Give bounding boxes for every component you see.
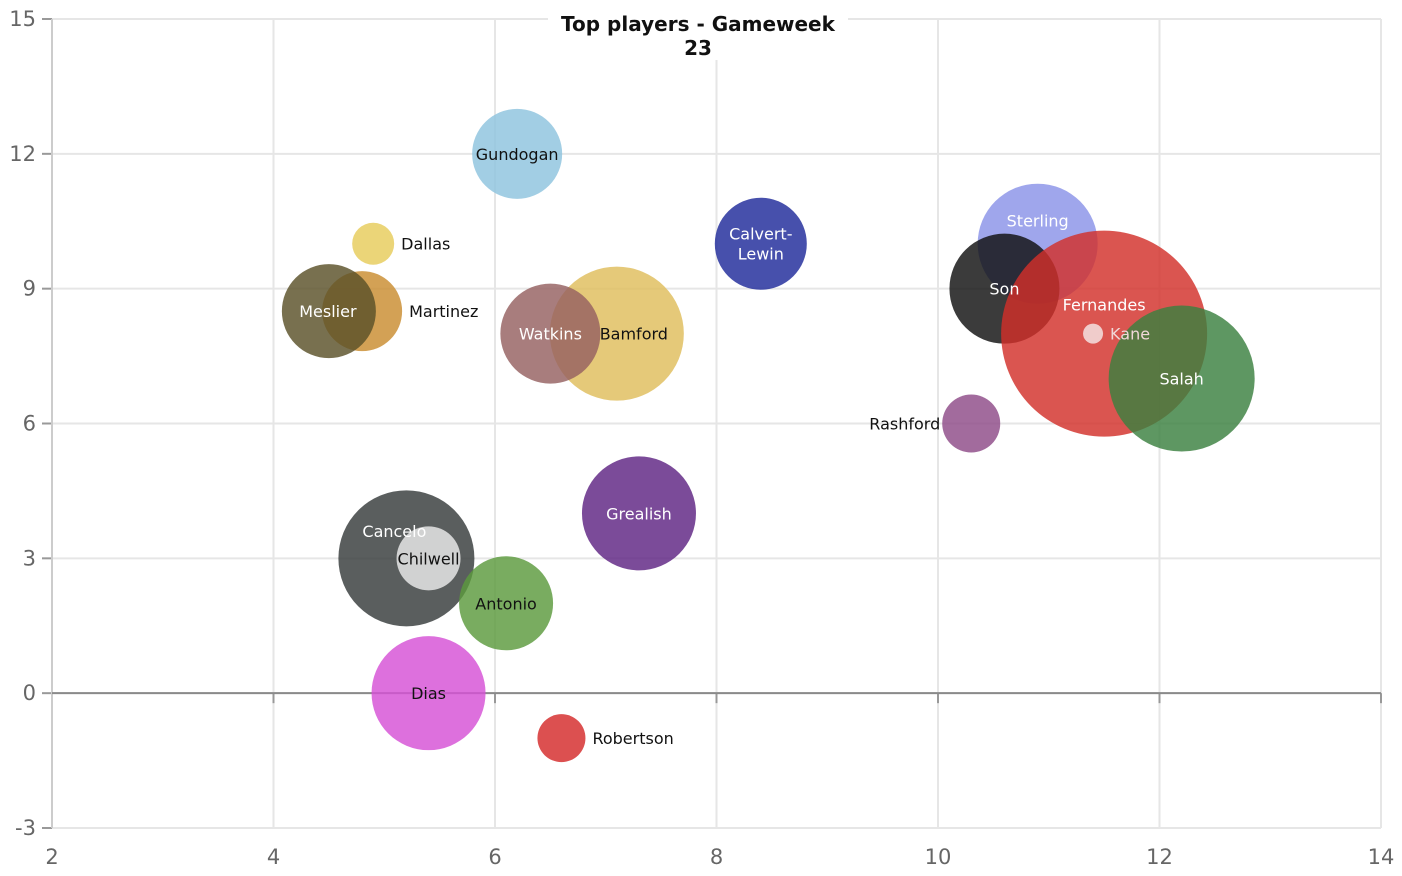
x-tick-label: 4: [267, 845, 280, 869]
x-tick-label: 14: [1368, 845, 1395, 869]
y-tick-label: 3: [23, 546, 36, 570]
x-tick-label: 6: [488, 845, 501, 869]
x-tick-label: 12: [1146, 845, 1173, 869]
bubble-label: Grealish: [606, 504, 672, 523]
bubble-label: Rashford: [869, 415, 940, 434]
bubble-label: Kane: [1110, 325, 1150, 344]
bubble-label: Watkins: [519, 325, 582, 344]
x-tick-label: 2: [45, 845, 58, 869]
bubble-label: Sterling: [1007, 212, 1069, 231]
bubble-gundogan: [472, 108, 563, 199]
y-tick-label: 0: [23, 681, 36, 705]
bubble-rashford: [942, 394, 1001, 453]
bubble-label: Calvert-Lewin: [729, 225, 792, 264]
bubble-kane: [1083, 323, 1104, 344]
bubble-label: Meslier: [299, 302, 357, 321]
y-tick-label: 15: [9, 7, 36, 31]
bubble-dallas: [352, 222, 395, 265]
bubble-label: Son: [989, 280, 1019, 299]
bubble-label: Cancelo: [362, 522, 426, 541]
bubble-robertson: [537, 714, 586, 763]
chart-title: Top players - Gameweek 23: [548, 12, 848, 60]
bubble-salah: [1108, 305, 1255, 452]
bubble-chilwell: [396, 526, 461, 591]
bubble-label: Antonio: [475, 594, 537, 613]
y-tick-label: 6: [23, 412, 36, 436]
bubble-label: Fernandes: [1063, 296, 1146, 315]
bubble-label: Gundogan: [476, 145, 559, 164]
bubble-watkins: [500, 283, 601, 384]
bubbles: [281, 108, 1255, 763]
bubble-meslier: [281, 264, 376, 359]
bubble-label: Chilwell: [398, 549, 460, 568]
bubble-label: Dias: [411, 684, 446, 703]
bubble-label: Martinez: [409, 302, 478, 321]
bubble-dias: [371, 636, 486, 751]
y-tick-label: -3: [15, 816, 36, 840]
x-tick-label: 8: [710, 845, 723, 869]
bubble-calvert-lewin: [714, 197, 807, 290]
bubble-label: Salah: [1159, 370, 1203, 389]
bubble-label: Bamford: [600, 325, 668, 344]
bubble-antonio: [459, 556, 554, 651]
x-tick-label: 10: [925, 845, 952, 869]
bubble-grealish: [581, 456, 696, 571]
y-tick-label: 9: [23, 277, 36, 301]
bubble-labels: Gundogan Dallas Martinez Meslier Bamford Watk…: [299, 145, 1204, 748]
bubble-label: Dallas: [401, 235, 450, 254]
y-tick-label: 12: [9, 142, 36, 166]
bubble-label: Robertson: [592, 729, 673, 748]
axes: 2 4 6 8 10 12 14 -3 0 3 6 9 12 15: [9, 7, 1394, 869]
